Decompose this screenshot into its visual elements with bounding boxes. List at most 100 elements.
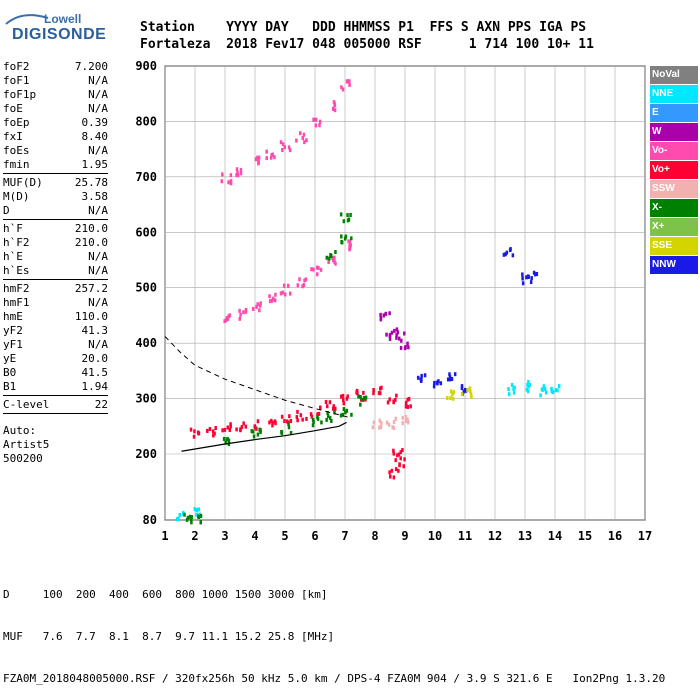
echo-point bbox=[388, 311, 391, 316]
echo-point bbox=[357, 394, 360, 399]
echo-point bbox=[324, 399, 328, 404]
param-value: 0.39 bbox=[81, 116, 109, 129]
echo-point bbox=[311, 423, 315, 428]
echo-point bbox=[394, 397, 397, 402]
echo-point bbox=[505, 250, 509, 255]
echo-point bbox=[347, 239, 350, 244]
echo-point bbox=[271, 423, 274, 428]
echo-point bbox=[507, 392, 511, 397]
echo-point bbox=[397, 452, 401, 457]
echo-point bbox=[176, 516, 180, 521]
param-row: yF1 N/A bbox=[3, 338, 108, 352]
echo-point bbox=[390, 330, 394, 335]
echo-point bbox=[325, 417, 328, 422]
echo-point bbox=[535, 271, 539, 276]
echo-point bbox=[404, 400, 408, 405]
x-tick-label: 7 bbox=[341, 529, 348, 543]
echo-point bbox=[282, 283, 286, 288]
echo-point bbox=[244, 309, 248, 314]
param-separator bbox=[3, 279, 108, 280]
param-label: foF1p bbox=[3, 88, 37, 101]
echo-point bbox=[468, 386, 472, 391]
echo-point bbox=[235, 167, 239, 172]
param-label: C-level bbox=[3, 398, 50, 411]
echo-point bbox=[406, 404, 410, 409]
x-tick-label: 15 bbox=[578, 529, 592, 543]
echo-point bbox=[289, 419, 293, 424]
echo-point bbox=[325, 255, 329, 260]
header-values: Fortaleza 2018 Fev17 048 005000 RSF 1 71… bbox=[140, 37, 594, 52]
echo-point bbox=[190, 520, 193, 525]
echo-point bbox=[526, 382, 529, 387]
echo-point bbox=[326, 414, 330, 419]
echo-point bbox=[348, 82, 351, 87]
echo-point bbox=[296, 409, 299, 414]
echo-point bbox=[392, 475, 396, 480]
header-labels: Station YYYY DAY DDD HHMMSS P1 FFS S AXN… bbox=[140, 20, 587, 35]
logo-arc-icon bbox=[5, 14, 49, 25]
echo-point bbox=[463, 387, 467, 392]
echo-point bbox=[400, 338, 403, 343]
echo-point bbox=[521, 281, 525, 286]
x-tick-label: 6 bbox=[311, 529, 318, 543]
echo-point bbox=[227, 180, 230, 185]
echo-point bbox=[331, 406, 335, 411]
param-value: 7.200 bbox=[74, 60, 108, 73]
echo-point bbox=[350, 236, 353, 241]
echo-point bbox=[394, 467, 398, 472]
echo-point bbox=[346, 394, 349, 399]
echo-point bbox=[392, 448, 395, 453]
param-value: N/A bbox=[88, 88, 108, 101]
echo-point bbox=[448, 377, 452, 382]
param-row: yF2 41.3 bbox=[3, 324, 108, 338]
echo-point bbox=[311, 417, 315, 422]
echo-point bbox=[238, 316, 242, 321]
echo-point bbox=[332, 100, 336, 105]
legend-item-e: E bbox=[650, 104, 698, 122]
logo: Lowell DIGISONDE bbox=[2, 8, 132, 48]
echo-point bbox=[384, 311, 388, 316]
y-tick-label: 600 bbox=[135, 225, 157, 239]
param-value: 25.78 bbox=[74, 176, 108, 189]
y-tick-label: 400 bbox=[135, 336, 157, 350]
echo-point bbox=[229, 422, 232, 427]
echo-point bbox=[303, 278, 306, 283]
legend-item-w: W bbox=[650, 123, 698, 141]
echo-point bbox=[318, 119, 322, 124]
echo-point bbox=[303, 140, 306, 145]
param-row: h`E N/A bbox=[3, 250, 108, 264]
echo-point bbox=[460, 384, 464, 389]
echo-point bbox=[334, 250, 337, 255]
echo-point bbox=[314, 123, 318, 128]
echo-point bbox=[392, 399, 395, 404]
echo-point bbox=[287, 425, 291, 430]
y-tick-label: 700 bbox=[135, 170, 157, 184]
x-tick-label: 17 bbox=[638, 529, 652, 543]
echo-point bbox=[223, 427, 227, 432]
echo-point bbox=[283, 292, 287, 297]
echo-point bbox=[348, 244, 351, 249]
echo-point bbox=[333, 410, 336, 415]
echo-point bbox=[223, 319, 226, 324]
param-value: N/A bbox=[88, 74, 108, 87]
echo-point bbox=[397, 336, 401, 341]
echo-point bbox=[269, 155, 273, 160]
parameter-panel: foF2 7.200 foF1 N/A foF1p N/A foE N/A foEp 0.39 fx… bbox=[3, 60, 108, 466]
echo-point bbox=[197, 507, 201, 512]
echo-point bbox=[257, 161, 260, 166]
echo-point bbox=[333, 103, 337, 108]
echo-point bbox=[183, 512, 186, 517]
echo-point bbox=[228, 427, 232, 432]
footer-muf-row: MUF 7.6 7.7 8.1 8.7 9.7 11.1 15.2 25.8 [… bbox=[3, 630, 335, 643]
param-row: foF1 N/A bbox=[3, 74, 108, 88]
echo-point bbox=[305, 416, 308, 421]
echo-point bbox=[229, 181, 233, 186]
echo-point bbox=[257, 159, 260, 164]
echo-point bbox=[557, 384, 561, 389]
echo-point bbox=[310, 414, 314, 419]
echo-point bbox=[439, 381, 443, 386]
legend-item-noval: NoVal bbox=[650, 66, 698, 84]
echo-point bbox=[389, 474, 392, 479]
echo-point bbox=[355, 388, 359, 393]
param-value: 210.0 bbox=[74, 222, 108, 235]
